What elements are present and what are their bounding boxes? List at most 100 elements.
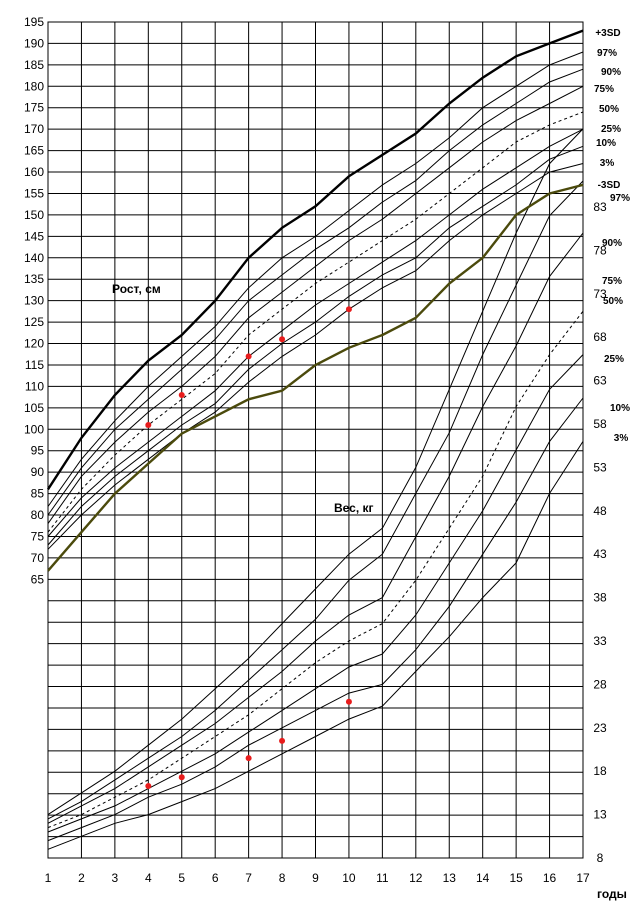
height-series-line <box>47 85 584 524</box>
percentile-label: 3% <box>600 158 615 169</box>
x-tick-label: 17 <box>576 871 590 885</box>
height-tick-label: 195 <box>24 15 44 29</box>
height-tick-label: 110 <box>25 379 44 393</box>
weight-tick-label: 73 <box>593 287 607 301</box>
percentile-label: 75% <box>594 84 614 95</box>
weight-data-point <box>345 698 352 705</box>
x-tick-label: 2 <box>78 871 85 885</box>
height-tick-label: 95 <box>31 444 45 458</box>
height-tick-label: 190 <box>24 36 44 50</box>
weight-tick-label: 53 <box>593 460 607 474</box>
height-tick-label: 120 <box>24 337 44 351</box>
height-tick-label: 180 <box>24 79 44 93</box>
weight-tick-label: 28 <box>593 677 607 691</box>
weight-tick-label: 18 <box>593 764 607 778</box>
height-series-line <box>47 183 584 572</box>
x-tick-label: 5 <box>178 871 185 885</box>
height-tick-label: 185 <box>24 58 44 72</box>
percentile-label: 50% <box>603 296 623 307</box>
height-tick-label: 115 <box>25 358 44 372</box>
height-series-line <box>47 145 584 546</box>
percentile-label: 10% <box>610 403 630 414</box>
height-series-line <box>47 163 584 550</box>
axis-ticks: 6570758085909510010511011512012513013514… <box>24 15 607 885</box>
height-panel-label: Рост, см <box>112 282 161 296</box>
weight-tick-label: 78 <box>593 243 607 257</box>
height-tick-label: 135 <box>24 272 44 286</box>
chart-grid <box>47 21 584 859</box>
x-tick-label: 6 <box>212 871 219 885</box>
height-tick-label: 105 <box>24 401 44 415</box>
weight-tick-label: 63 <box>593 374 607 388</box>
weight-series-line <box>47 232 584 824</box>
weight-tick-label: 13 <box>593 808 607 822</box>
x-tick-label: 10 <box>342 871 356 885</box>
height-tick-label: 85 <box>31 487 45 501</box>
weight-tick-label: 48 <box>593 504 607 518</box>
weight-series-line <box>47 397 584 842</box>
percentile-label: 97% <box>610 193 630 204</box>
weight-tick-label: 68 <box>593 330 607 344</box>
height-tick-label: 160 <box>24 165 44 179</box>
weight-panel-label: Вес, кг <box>334 501 374 515</box>
height-tick-label: 150 <box>24 208 44 222</box>
weight-series-line <box>47 310 584 829</box>
height-data-point <box>178 391 185 398</box>
x-axis-label: годы <box>597 887 627 901</box>
height-series-line <box>47 111 584 533</box>
percentile-label: +3SD <box>595 28 620 39</box>
height-tick-label: 165 <box>24 144 44 158</box>
height-series-line <box>47 128 584 537</box>
weight-data-point <box>178 774 185 781</box>
x-tick-label: 12 <box>409 871 423 885</box>
weight-series-line <box>47 441 584 850</box>
percentile-label: 75% <box>602 276 622 287</box>
x-tick-label: 3 <box>112 871 119 885</box>
weight-series-line <box>47 128 584 816</box>
weight-tick-label: 43 <box>593 547 607 561</box>
height-series-line <box>47 68 584 516</box>
data-points <box>145 306 352 789</box>
percentile-label: -3SD <box>598 180 621 191</box>
height-tick-label: 75 <box>31 529 45 543</box>
percentile-label: 25% <box>601 124 621 135</box>
weight-tick-label: 58 <box>593 417 607 431</box>
x-tick-label: 15 <box>509 871 523 885</box>
weight-tick-label: 23 <box>593 721 607 735</box>
weight-curves <box>47 128 584 850</box>
height-tick-label: 100 <box>24 422 44 436</box>
height-tick-label: 125 <box>24 315 44 329</box>
height-data-point <box>345 306 352 313</box>
x-tick-label: 9 <box>312 871 319 885</box>
x-tick-label: 8 <box>279 871 286 885</box>
weight-data-point <box>245 755 252 762</box>
height-tick-label: 80 <box>31 508 45 522</box>
weight-data-point <box>279 737 286 744</box>
weight-tick-label: 33 <box>593 634 607 648</box>
height-tick-label: 65 <box>31 572 45 586</box>
weight-tick-label: 83 <box>593 200 607 214</box>
percentile-label: 3% <box>614 433 629 444</box>
weight-tick-label: 38 <box>593 591 607 605</box>
height-series-line <box>47 51 584 507</box>
x-tick-label: 14 <box>476 871 490 885</box>
x-tick-label: 16 <box>543 871 557 885</box>
x-tick-label: 11 <box>376 871 389 885</box>
height-tick-label: 70 <box>31 551 45 565</box>
height-curves <box>46 29 584 572</box>
height-tick-label: 155 <box>24 186 44 200</box>
x-tick-label: 7 <box>245 871 252 885</box>
weight-tick-label: 8 <box>597 851 604 865</box>
height-tick-label: 145 <box>24 229 44 243</box>
height-tick-label: 90 <box>31 465 45 479</box>
percentile-label: 90% <box>602 238 622 249</box>
height-data-point <box>145 421 152 428</box>
height-data-point <box>279 336 286 343</box>
percentile-label: 90% <box>601 67 621 78</box>
weight-series-line <box>47 354 584 833</box>
x-tick-label: 1 <box>45 871 52 885</box>
weight-series-line <box>47 180 584 820</box>
height-series-line <box>46 29 584 490</box>
percentile-label: 97% <box>597 48 617 59</box>
